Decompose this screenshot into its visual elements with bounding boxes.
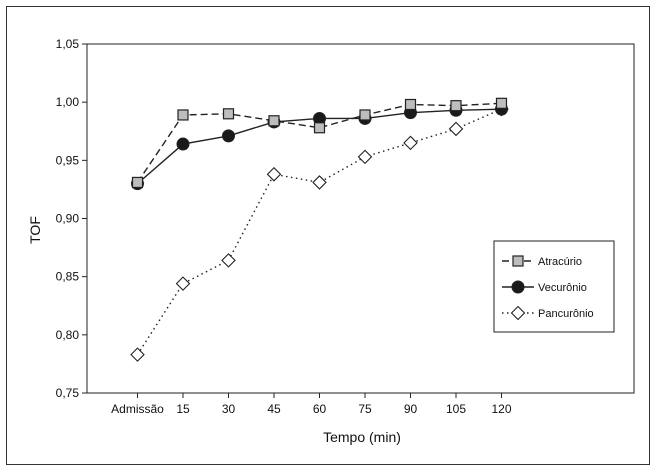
x-tick-label: 75: [358, 402, 372, 416]
legend-label: Atracúrio: [538, 256, 582, 268]
x-tick-label: 120: [491, 402, 511, 416]
series-line: [136, 102, 502, 183]
data-point: [312, 175, 327, 190]
data-point: [177, 109, 189, 121]
data-point: [404, 98, 417, 111]
data-point: [222, 108, 235, 120]
x-tick-label: 60: [313, 402, 327, 416]
data-point: [175, 276, 191, 291]
data-point: [448, 121, 464, 137]
data-point: [403, 135, 418, 151]
series-2: [130, 101, 509, 362]
series-0: [131, 97, 508, 189]
y-tick-label: 1,00: [56, 95, 80, 109]
series-layer: [130, 97, 509, 362]
legend-label: Vecurônio: [538, 282, 587, 294]
x-tick-label: 90: [404, 402, 418, 416]
data-point: [131, 176, 144, 189]
y-tick-label: 0,80: [56, 328, 80, 342]
x-tick-label: 45: [267, 402, 281, 416]
x-axis-title: Tempo (min): [323, 429, 401, 445]
data-point: [221, 253, 236, 268]
data-point: [130, 347, 145, 362]
y-tick-label: 0,85: [56, 270, 80, 284]
data-point: [495, 97, 508, 109]
data-point: [313, 122, 326, 134]
data-point: [359, 109, 371, 121]
x-tick-label: 15: [176, 402, 190, 416]
y-tick-label: 0,90: [56, 212, 80, 226]
legend-marker: [510, 305, 526, 321]
y-axis-title: TOF: [27, 216, 43, 244]
legend-label: Pancurônio: [538, 308, 594, 320]
plot-area: [86, 43, 635, 394]
data-point: [222, 129, 235, 143]
x-tick-label: 30: [222, 402, 236, 416]
y-tick-label: 0,75: [56, 386, 80, 400]
legend: Atracúrio Vecurônio Pancurônio: [493, 240, 615, 333]
data-point: [450, 100, 462, 112]
data-point: [357, 149, 373, 165]
legend-marker: [511, 280, 525, 294]
x-tick-label: Admissão: [111, 402, 164, 416]
data-point: [268, 115, 280, 127]
y-tick-label: 1,05: [56, 37, 80, 51]
y-tick-label: 0,95: [56, 153, 80, 167]
axes: 0,75 0,80 0,85 0,90 0,95 1,00 1,05 Admissão 15 30…: [56, 37, 635, 416]
data-point: [176, 137, 190, 151]
data-point: [266, 167, 282, 182]
legend-marker: [512, 255, 524, 267]
chart-frame: [6, 6, 650, 465]
series-line: [136, 108, 502, 355]
x-tick-label: 105: [446, 402, 466, 416]
